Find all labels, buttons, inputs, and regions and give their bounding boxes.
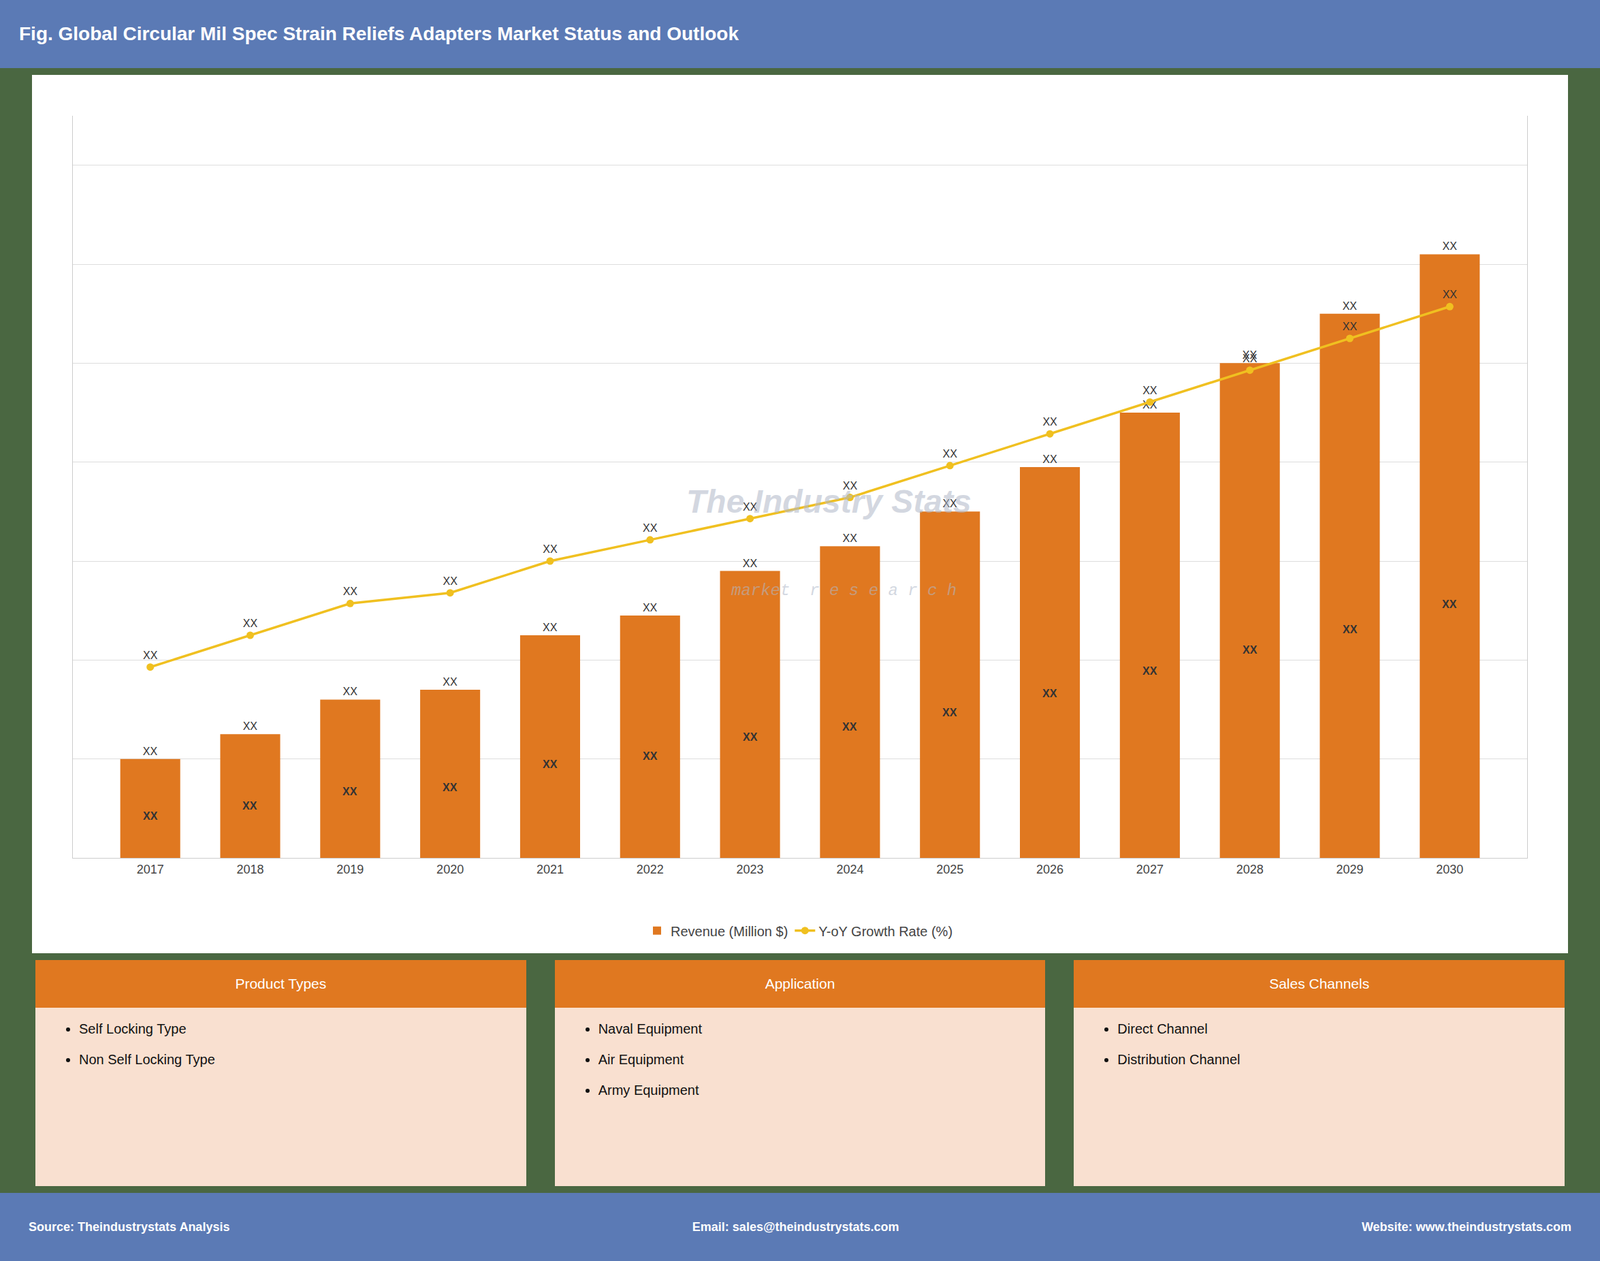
svg-text:XX: XX (1442, 240, 1458, 252)
svg-text:2030: 2030 (1435, 862, 1464, 877)
svg-text:XX: XX (442, 575, 458, 587)
html-text:Product Types: Product Types (235, 975, 327, 992)
svg-text:XX: XX (343, 585, 359, 598)
svg-text:2026: 2026 (1036, 862, 1064, 877)
html-text:Application: Application (765, 975, 835, 992)
svg-text:Revenue (Million $): Revenue (Million $) (670, 923, 788, 939)
svg-text:XX: XX (842, 480, 858, 492)
svg-text:The Industry Stats: The Industry Stats (686, 483, 972, 520)
svg-text:market r e s e a r c h: market r e s e a r c h (731, 581, 957, 600)
svg-text:XX: XX (742, 731, 758, 743)
html-text:Air Equipment: Air Equipment (598, 1051, 684, 1067)
svg-text:XX: XX (243, 720, 259, 732)
svg-text:XX: XX (142, 649, 158, 662)
svg-text:2020: 2020 (436, 862, 464, 877)
svg-text:XX: XX (243, 617, 259, 630)
svg-text:XX: XX (1342, 320, 1358, 333)
html-text:Sales Channels: Sales Channels (1269, 975, 1370, 992)
svg-text:XX: XX (842, 721, 858, 733)
svg-text:XX: XX (842, 532, 858, 544)
html-text:Self Locking Type: Self Locking Type (78, 1021, 187, 1037)
svg-text:XX: XX (1142, 665, 1158, 677)
svg-text:XX: XX (1242, 352, 1258, 365)
html-text:Website: www.theindustrystats.: Website: www.theindustrystats.com (1361, 1219, 1572, 1234)
svg-text:2018: 2018 (236, 862, 264, 877)
svg-text:XX: XX (342, 785, 358, 798)
svg-text:XX: XX (1442, 598, 1458, 611)
svg-text:2022: 2022 (636, 862, 664, 877)
svg-text:XX: XX (642, 750, 658, 762)
svg-text:XX: XX (542, 758, 558, 771)
svg-text:XX: XX (642, 522, 658, 534)
html-text:Army Equipment: Army Equipment (598, 1082, 699, 1098)
svg-text:XX: XX (142, 745, 158, 758)
svg-text:XX: XX (1342, 300, 1358, 312)
svg-text:XX: XX (1442, 288, 1458, 301)
svg-text:XX: XX (1042, 416, 1058, 428)
svg-text:XX: XX (742, 501, 758, 513)
svg-text:XX: XX (542, 543, 558, 555)
svg-text:XX: XX (942, 448, 958, 460)
svg-text:2027: 2027 (1136, 862, 1164, 877)
svg-text:XX: XX (742, 557, 758, 570)
svg-text:XX: XX (242, 800, 258, 812)
svg-text:Y-oY Growth Rate (%): Y-oY Growth Rate (%) (818, 923, 953, 939)
svg-text:XX: XX (1142, 384, 1158, 397)
html-text:Naval Equipment: Naval Equipment (598, 1021, 702, 1037)
svg-text:XX: XX (342, 685, 358, 698)
svg-text:2025: 2025 (936, 862, 964, 877)
svg-text:XX: XX (142, 810, 158, 822)
svg-text:2021: 2021 (536, 862, 564, 877)
html-text:Direct Channel: Direct Channel (1117, 1021, 1208, 1037)
svg-text:XX: XX (1142, 398, 1158, 411)
svg-text:XX: XX (642, 601, 658, 614)
html-text:Email: sales@theindustrystats.: Email: sales@theindustrystats.com (692, 1219, 900, 1234)
svg-text:2029: 2029 (1335, 862, 1364, 877)
svg-text:XX: XX (1242, 349, 1258, 361)
html-text:Distribution Channel: Distribution Channel (1117, 1051, 1241, 1067)
html-text:Non Self Locking Type: Non Self Locking Type (78, 1051, 216, 1067)
svg-text:XX: XX (542, 621, 558, 634)
svg-text:XX: XX (442, 676, 458, 688)
svg-text:2017: 2017 (136, 862, 165, 877)
svg-text:XX: XX (1242, 644, 1258, 656)
svg-text:2024: 2024 (836, 862, 864, 877)
svg-text:XX: XX (442, 781, 458, 794)
svg-text:2023: 2023 (736, 862, 764, 877)
svg-text:XX: XX (942, 706, 958, 719)
svg-text:2019: 2019 (336, 862, 364, 877)
svg-text:2028: 2028 (1236, 862, 1264, 877)
html-text:Source: Theindustrystats Analy: Source: Theindustrystats Analysis (28, 1219, 230, 1234)
svg-text:XX: XX (1042, 453, 1058, 466)
svg-text:XX: XX (1042, 687, 1058, 700)
svg-text:XX: XX (1342, 623, 1358, 636)
svg-text:XX: XX (942, 497, 958, 510)
html-text:Fig. Global Circular Mil Spec: Fig. Global Circular Mil Spec Strain Rel… (19, 23, 739, 45)
